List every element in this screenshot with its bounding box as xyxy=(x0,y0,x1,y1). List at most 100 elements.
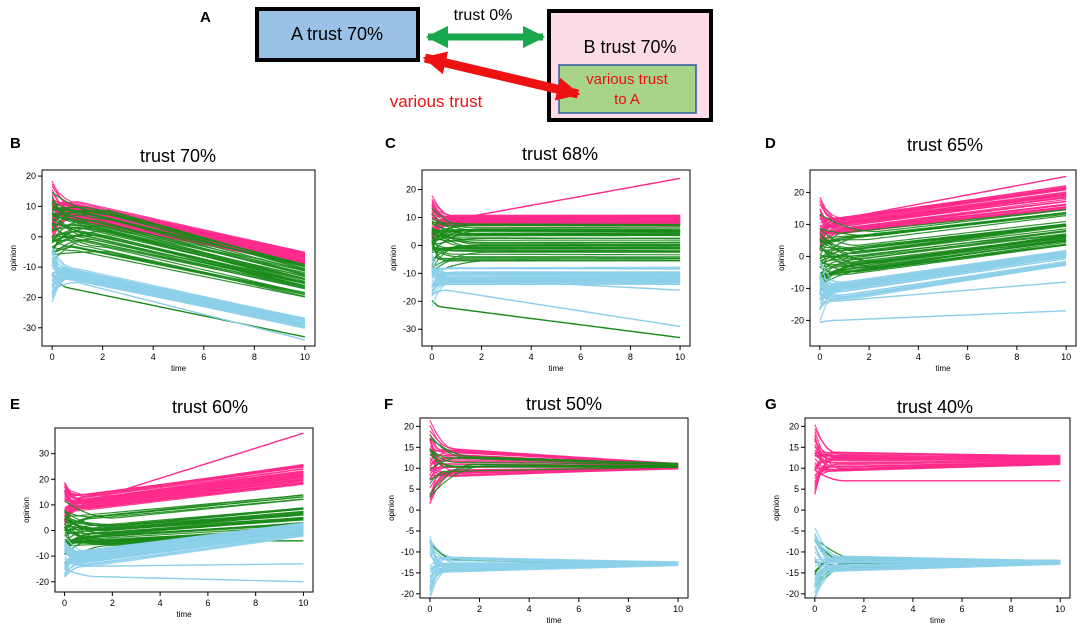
series-line xyxy=(819,203,1067,251)
y-tick-label: 20 xyxy=(789,421,799,431)
series-line xyxy=(52,250,306,297)
series-blue xyxy=(64,522,304,583)
series-line xyxy=(64,530,304,569)
series-line xyxy=(51,196,306,271)
y-tick-label: 20 xyxy=(404,421,414,431)
series-line xyxy=(819,191,1067,240)
y-tick-label: 5 xyxy=(409,484,414,494)
a-trust-box xyxy=(255,7,420,62)
panel-label-f: F xyxy=(384,396,393,413)
series-pink xyxy=(431,177,681,245)
outlier-line xyxy=(431,278,681,291)
y-tick-label: -15 xyxy=(786,568,799,578)
series-line xyxy=(819,254,1067,299)
series-line xyxy=(819,228,1067,255)
x-tick-label: 6 xyxy=(578,352,583,362)
series-line xyxy=(51,219,306,276)
series-line xyxy=(814,563,1061,580)
axes-frame xyxy=(804,417,1071,599)
series-line xyxy=(429,556,679,573)
series-line xyxy=(431,207,681,221)
x-tick-label: 2 xyxy=(477,604,482,614)
series-line xyxy=(819,244,1067,278)
series-line xyxy=(819,238,1067,280)
series-line xyxy=(51,225,306,294)
series-line xyxy=(64,474,304,517)
series-pink xyxy=(819,175,1067,251)
y-axis-label: opinion xyxy=(777,245,786,271)
series-line xyxy=(431,234,681,238)
y-tick-label: 0 xyxy=(409,505,414,515)
series-line xyxy=(429,448,679,466)
series-green xyxy=(431,207,681,339)
x-tick-label: 2 xyxy=(867,352,872,362)
series-line xyxy=(431,232,681,241)
series-line xyxy=(51,268,306,321)
outlier-line xyxy=(64,563,304,578)
y-tick-label: 20 xyxy=(794,187,804,197)
series-line xyxy=(64,496,304,529)
x-tick-label: 8 xyxy=(626,604,631,614)
y-axis-label: opinion xyxy=(22,497,31,523)
chart-title: trust 50% xyxy=(526,394,602,414)
series-line xyxy=(64,476,304,520)
series-line xyxy=(819,260,1067,300)
series-line xyxy=(431,227,681,244)
x-tick-label: 0 xyxy=(429,352,434,362)
series-line xyxy=(431,195,681,217)
series-line xyxy=(819,211,1067,247)
series-line xyxy=(814,559,1061,562)
series-line xyxy=(814,457,1061,490)
series-line xyxy=(431,237,681,246)
series-line xyxy=(431,205,681,217)
y-tick-label: -5 xyxy=(791,526,799,536)
y-tick-label: -15 xyxy=(401,568,414,578)
series-line xyxy=(814,453,1061,464)
series-line xyxy=(51,276,306,326)
y-tick-label: -30 xyxy=(23,323,36,333)
x-axis-label: time xyxy=(935,364,951,373)
x-tick-label: 2 xyxy=(110,598,115,608)
axes-frame xyxy=(54,427,314,593)
series-line xyxy=(819,223,1067,252)
series-line xyxy=(51,223,306,295)
x-tick-label: 8 xyxy=(252,352,257,362)
b-trust-box-label: B trust 70% xyxy=(583,37,676,57)
series-line xyxy=(431,272,681,279)
series-line xyxy=(64,522,304,556)
axes-frame xyxy=(809,169,1077,347)
axes-frame xyxy=(421,169,691,347)
series-line xyxy=(814,451,1061,471)
series-line xyxy=(431,227,681,245)
axes-frame xyxy=(419,417,689,599)
series-line xyxy=(64,514,304,532)
series-line xyxy=(431,198,681,218)
series-line xyxy=(431,271,681,282)
series-line xyxy=(431,257,681,273)
outlier-line xyxy=(814,469,1061,482)
series-line xyxy=(51,218,306,283)
series-line xyxy=(51,230,306,284)
series-line xyxy=(64,523,304,567)
series-line xyxy=(52,224,306,280)
x-axis-label: time xyxy=(176,610,192,619)
series-line xyxy=(64,512,304,530)
x-tick-label: 8 xyxy=(253,598,258,608)
y-axis-label: opinion xyxy=(9,245,18,271)
series-line xyxy=(814,562,1061,586)
series-line xyxy=(64,517,304,544)
plot-area xyxy=(51,180,306,341)
x-tick-label: 10 xyxy=(300,352,310,362)
x-tick-label: 4 xyxy=(527,604,532,614)
y-axis-label: opinion xyxy=(772,495,781,521)
plot-area xyxy=(431,177,681,339)
plot-area xyxy=(819,175,1067,324)
y-tick-label: -10 xyxy=(786,547,799,557)
y-tick-label: -10 xyxy=(23,262,36,272)
series-line xyxy=(819,209,1067,233)
y-tick-label: 0 xyxy=(44,526,49,536)
x-axis-label: time xyxy=(930,616,946,625)
panel-label-g: G xyxy=(765,396,777,413)
series-line xyxy=(814,424,1061,457)
